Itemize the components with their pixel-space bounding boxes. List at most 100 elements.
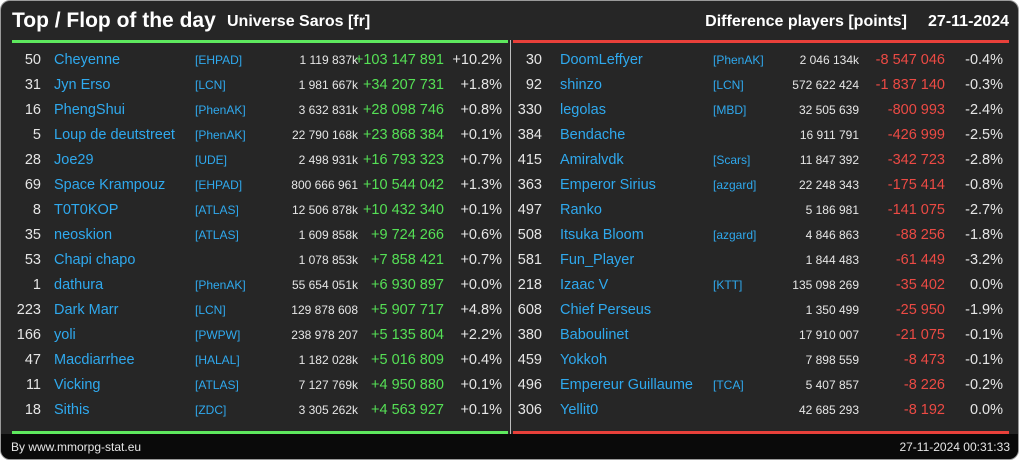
alliance-tag-link[interactable]: [PhenAK]	[195, 278, 246, 292]
alliance-tag-link[interactable]: [PhenAK]	[195, 128, 246, 142]
player-name-link[interactable]: Ranko	[560, 202, 602, 218]
player-points: 238 978 207	[291, 328, 358, 342]
player-points: 55 654 051k	[291, 278, 358, 292]
player-rank: 1	[32, 277, 41, 293]
points-difference: +7 858 421	[371, 252, 444, 268]
player-name-link[interactable]: DoomLeffyer	[560, 52, 643, 68]
alliance-tag-link[interactable]: [PWPW]	[195, 328, 241, 342]
top-row: 5 Loup de deutstreet [PhenAK] 22 790 168k +2…	[12, 123, 508, 148]
alliance-tag-link[interactable]: [ATLAS]	[195, 203, 239, 217]
alliance-tag-link[interactable]: [azgard]	[713, 178, 757, 192]
alliance-tag-link[interactable]: [MBD]	[713, 103, 747, 117]
player-name-link[interactable]: Space Krampouz	[54, 177, 166, 193]
alliance-tag-link[interactable]: [LCN]	[195, 78, 226, 92]
points-difference: -175 414	[887, 177, 945, 193]
player-name-link[interactable]: Macdiarrhee	[54, 352, 135, 368]
player-name-link[interactable]: dathura	[54, 277, 104, 293]
percent-change: +0.4%	[460, 352, 502, 368]
flop-row: 497 Ranko 5 186 981 -141 075 -2.7%	[513, 198, 1009, 223]
player-name-link[interactable]: yoli	[54, 327, 76, 343]
points-difference: -88 256	[895, 227, 945, 243]
player-rank: 363	[517, 177, 542, 193]
percent-change: -0.4%	[965, 52, 1003, 68]
player-name-link[interactable]: Jyn Erso	[54, 77, 111, 93]
player-name-link[interactable]: Joe29	[54, 152, 94, 168]
alliance-tag-link[interactable]: [LCN]	[195, 303, 226, 317]
player-points: 32 505 639	[798, 103, 859, 117]
flop-row: 30 DoomLeffyer [PhenAK] 2 046 134k -8 547 04…	[513, 48, 1009, 73]
player-name-link[interactable]: Emperor Sirius	[560, 177, 656, 193]
player-name-link[interactable]: Sithis	[54, 402, 90, 418]
flop-row: 306 Yellit0 42 685 293 -8 192 0.0%	[513, 398, 1009, 423]
flop-row: 508 Itsuka Bloom [azgard] 4 846 863 -88 256 -…	[513, 223, 1009, 248]
flop-row: 92 shinzo [LCN] 572 622 424 -1 837 140 -0.3%	[513, 73, 1009, 98]
player-name-link[interactable]: Fun_Player	[560, 252, 635, 268]
alliance-tag-link[interactable]: [ATLAS]	[195, 378, 239, 392]
player-name-link[interactable]: Chief Perseus	[560, 302, 652, 318]
player-name-link[interactable]: legolas	[560, 102, 606, 118]
player-rank: 30	[525, 52, 542, 68]
alliance-tag-link[interactable]: [azgard]	[713, 228, 757, 242]
top-row: 35 neoskion [ATLAS] 1 609 858k +9 724 266 +0.…	[12, 223, 508, 248]
alliance-tag-link[interactable]: [KTT]	[713, 278, 743, 292]
percent-change: -2.8%	[965, 152, 1003, 168]
player-name-link[interactable]: Dark Marr	[54, 302, 119, 318]
player-rank: 16	[24, 102, 41, 118]
player-name-link[interactable]: Amiralvdk	[560, 152, 624, 168]
player-rank: 459	[517, 352, 542, 368]
alliance-tag-link[interactable]: [HALAL]	[195, 353, 240, 367]
player-points: 42 685 293	[798, 403, 859, 417]
player-name-link[interactable]: Empereur Guillaume	[560, 377, 693, 393]
points-difference: -8 473	[903, 352, 945, 368]
percent-change: -2.5%	[965, 127, 1003, 143]
player-name-link[interactable]: Yokkoh	[560, 352, 608, 368]
site-credit[interactable]: By www.mmorpg-stat.eu	[11, 440, 142, 454]
points-difference: -8 192	[903, 402, 945, 418]
player-name-link[interactable]: neoskion	[54, 227, 113, 243]
points-difference: -800 993	[887, 102, 945, 118]
alliance-tag-link[interactable]: [ATLAS]	[195, 228, 239, 242]
player-name-link[interactable]: Baboulinet	[560, 327, 629, 343]
alliance-tag-link[interactable]: [EHPAD]	[195, 53, 243, 67]
points-difference: -141 075	[887, 202, 945, 218]
player-name-link[interactable]: Izaac V	[560, 277, 609, 293]
alliance-tag-link[interactable]: [PhenAK]	[713, 53, 764, 67]
points-difference: +5 016 809	[371, 352, 444, 368]
percent-change: -2.7%	[965, 202, 1003, 218]
universe-label: Universe Saros [fr]	[227, 13, 371, 30]
player-name-link[interactable]: PhengShui	[54, 102, 125, 118]
player-rank: 47	[24, 352, 41, 368]
player-rank: 35	[24, 227, 41, 243]
alliance-tag-link[interactable]: [Scars]	[713, 153, 751, 167]
percent-change: -0.1%	[965, 352, 1003, 368]
player-name-link[interactable]: Chapi chapo	[54, 252, 136, 268]
player-rank: 218	[517, 277, 542, 293]
percent-change: +0.1%	[460, 402, 502, 418]
player-points: 11 847 392	[799, 153, 859, 167]
percent-change: +1.3%	[460, 177, 502, 193]
alliance-tag-link[interactable]: [UDE]	[195, 153, 228, 167]
points-difference: +9 724 266	[371, 227, 444, 243]
alliance-tag-link[interactable]: [EHPAD]	[195, 178, 243, 192]
player-name-link[interactable]: shinzo	[560, 77, 602, 93]
player-name-link[interactable]: Vicking	[54, 377, 101, 393]
player-name-link[interactable]: T0T0KOP	[54, 202, 119, 218]
alliance-tag-link[interactable]: [LCN]	[713, 78, 744, 92]
alliance-tag-link[interactable]: [ZDC]	[195, 403, 227, 417]
player-name-link[interactable]: Yellit0	[560, 402, 599, 418]
player-name-link[interactable]: Loup de deutstreet	[54, 127, 175, 143]
top-row: 11 Vicking [ATLAS] 7 127 769k +4 950 880 +0.1…	[12, 373, 508, 398]
top-row: 53 Chapi chapo 1 078 853k +7 858 421 +0.7%	[12, 248, 508, 273]
alliance-tag-link[interactable]: [TCA]	[713, 378, 744, 392]
top-row: 31 Jyn Erso [LCN] 1 981 667k +34 207 731 +1.8…	[12, 73, 508, 98]
player-name-link[interactable]: Itsuka Bloom	[560, 227, 644, 243]
player-name-link[interactable]: Cheyenne	[54, 52, 121, 68]
player-rank: 223	[16, 302, 41, 318]
alliance-tag-link[interactable]: [PhenAK]	[195, 103, 246, 117]
percent-change: +2.2%	[460, 327, 502, 343]
player-name-link[interactable]: Bendache	[560, 127, 626, 143]
header-date: 27-11-2024	[928, 13, 1009, 30]
player-points: 7 127 769k	[298, 378, 358, 392]
percent-change: -3.2%	[965, 252, 1003, 268]
